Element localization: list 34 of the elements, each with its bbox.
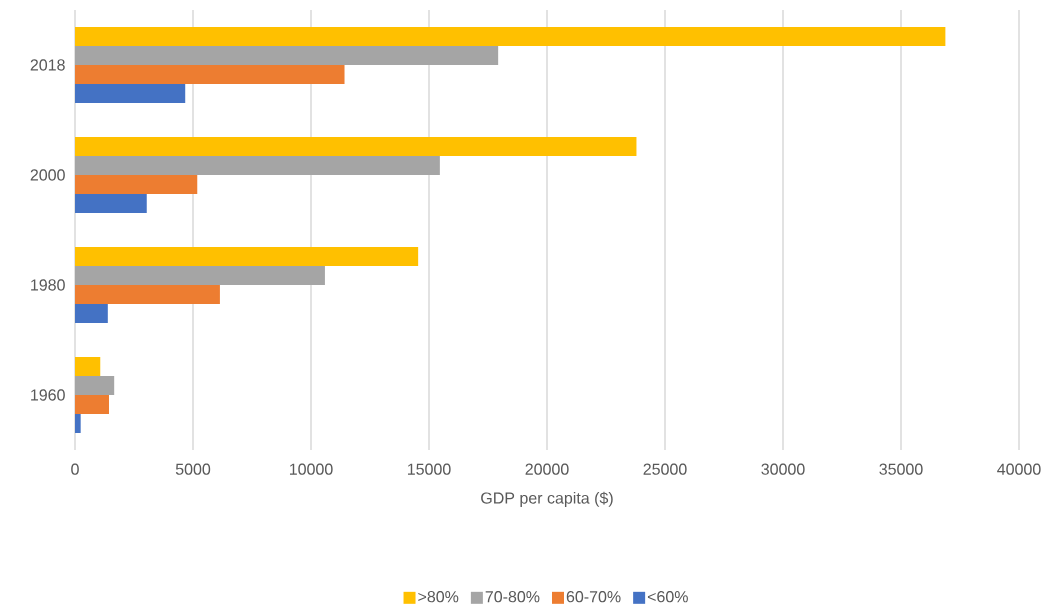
x-tick-label: 35000 <box>879 463 923 475</box>
x-axis-title: GDP per capita ($) <box>481 491 613 507</box>
x-tick-label: 20000 <box>525 463 569 475</box>
bar <box>75 26 946 46</box>
legend-label: >80% <box>418 591 459 603</box>
y-tick-label: 1980 <box>31 279 65 291</box>
bar <box>75 303 108 323</box>
bar <box>75 265 325 285</box>
bar <box>75 375 115 395</box>
bar <box>75 174 198 194</box>
legend-label: <60% <box>647 591 688 603</box>
bar <box>75 284 220 304</box>
y-tick-label: 2018 <box>30 59 65 71</box>
x-tick-label: 5000 <box>175 463 211 475</box>
y-tick-label: 2000 <box>30 169 65 181</box>
bar <box>75 64 345 84</box>
legend-label: 60-70% <box>566 591 621 603</box>
bar <box>75 155 440 175</box>
x-tick-label: 0 <box>71 463 79 475</box>
bar <box>75 83 186 103</box>
x-tick-label: 30000 <box>761 463 805 475</box>
bar <box>75 394 109 414</box>
bar <box>75 136 637 156</box>
x-tick-label: 25000 <box>643 463 687 475</box>
y-tick-label: 1960 <box>31 389 65 401</box>
bar <box>75 356 101 376</box>
x-tick-label: 10000 <box>289 463 333 475</box>
bar <box>75 193 147 213</box>
bar <box>75 45 499 65</box>
x-tick-label: 40000 <box>997 463 1041 475</box>
x-tick-label: 15000 <box>407 463 451 475</box>
bar <box>75 413 81 433</box>
legend-label: 70-80% <box>485 591 540 603</box>
bar <box>75 246 419 266</box>
